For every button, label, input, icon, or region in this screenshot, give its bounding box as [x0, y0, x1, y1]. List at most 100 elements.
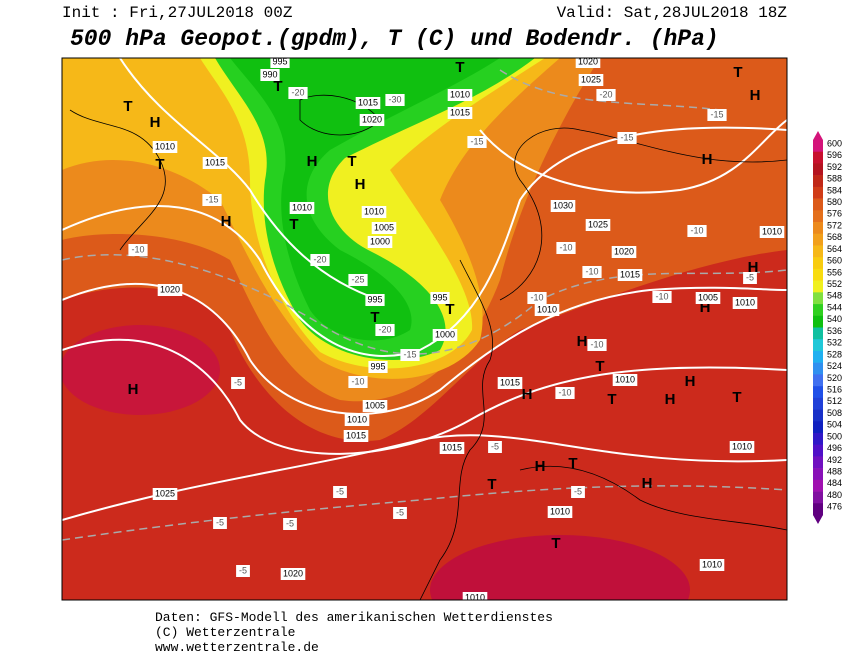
pressure-label: 1010 — [702, 559, 722, 569]
label-box — [587, 339, 607, 351]
isotherms — [62, 69, 787, 541]
temperature-label: -5 — [336, 486, 344, 496]
pressure-center: H — [150, 114, 161, 131]
pressure-label: 1020 — [362, 114, 382, 124]
temperature-label: -10 — [690, 225, 703, 235]
label-box — [488, 441, 502, 453]
pressure-center: H — [748, 259, 759, 276]
label-box — [497, 377, 523, 389]
colorbar-label: 540 — [827, 314, 842, 324]
label-box — [585, 219, 611, 231]
colorbar-label: 512 — [827, 396, 842, 406]
label-box — [729, 441, 755, 453]
temperature-label: -15 — [205, 194, 218, 204]
label-box — [289, 202, 315, 214]
pressure-center: H — [577, 333, 588, 350]
temperature-label: -5 — [396, 507, 404, 517]
label-box — [652, 291, 672, 303]
colorbar-swatch — [813, 233, 823, 246]
temperature-label: -20 — [599, 89, 612, 99]
temperature-label: -15 — [470, 136, 483, 146]
label-box — [310, 254, 330, 266]
colorbar-label: 516 — [827, 384, 842, 394]
map-frame — [61, 57, 788, 601]
pressure-label: 1020 — [614, 246, 634, 256]
label-box — [344, 414, 370, 426]
pressure-label: 1015 — [500, 377, 520, 387]
colorbar-swatch — [813, 479, 823, 492]
label-box — [157, 284, 183, 296]
pressure-center: H — [522, 386, 533, 403]
colorbar-label: 520 — [827, 373, 842, 383]
temperature-label: -30 — [388, 94, 401, 104]
label-box — [611, 246, 637, 258]
colorbar-swatch — [813, 210, 823, 223]
pressure-center: T — [445, 301, 454, 318]
colorbar-swatch — [813, 339, 823, 352]
pressure-label: 1025 — [581, 74, 601, 84]
label-box — [367, 236, 393, 248]
colorbar-swatch — [813, 409, 823, 422]
colorbar-label: 572 — [827, 220, 842, 230]
label-box — [213, 517, 227, 529]
colorbar-swatch — [813, 432, 823, 445]
colorbar-label: 564 — [827, 244, 842, 254]
colorbar-cap — [813, 131, 823, 140]
pressure-center: T — [733, 64, 742, 81]
pressure-center: H — [642, 475, 653, 492]
footer-line: www.wetterzentrale.de — [155, 640, 319, 655]
temperature-label: -20 — [291, 87, 304, 97]
temperature-label: -5 — [574, 486, 582, 496]
isohypses — [62, 58, 787, 521]
label-box — [467, 136, 487, 148]
pressure-label: 1010 — [537, 304, 557, 314]
temperature-label: -15 — [403, 349, 416, 359]
pressure-label: 1020 — [283, 568, 303, 578]
label-box — [687, 225, 707, 237]
label-box — [343, 430, 369, 442]
colorbar-label: 580 — [827, 197, 842, 207]
colorbar-label: 500 — [827, 431, 842, 441]
label-box — [578, 74, 604, 86]
label-box — [547, 506, 573, 518]
colorbar-label: 584 — [827, 185, 842, 195]
colorbar-swatch — [813, 397, 823, 410]
pressure-center: H — [221, 213, 232, 230]
colorbar-swatch — [813, 245, 823, 258]
pressure-label: 995 — [432, 292, 447, 302]
colorbar-swatch — [813, 350, 823, 363]
field-warm-core — [62, 325, 220, 415]
pressure-center: T — [123, 98, 132, 115]
colorbar-swatch — [813, 421, 823, 434]
colorbar-swatch — [813, 491, 823, 504]
colorbar-swatch — [813, 257, 823, 270]
pressure-label: 1015 — [358, 97, 378, 107]
label-box — [152, 141, 178, 153]
init-time: Init : Fri,27JUL2018 00Z — [62, 4, 293, 22]
pressure-label: 1010 — [347, 414, 367, 424]
pressure-center: H — [700, 299, 711, 316]
pressure-label: 1000 — [370, 236, 390, 246]
temperature-label: -10 — [530, 292, 543, 302]
pressure-label: 1030 — [553, 200, 573, 210]
colorbar-swatch — [813, 186, 823, 199]
colorbar-label: 508 — [827, 408, 842, 418]
colorbar-label: 504 — [827, 420, 842, 430]
label-box — [348, 274, 368, 286]
pressure-center: H — [685, 373, 696, 390]
temperature-label: -10 — [558, 387, 571, 397]
pressure-center: T — [607, 391, 616, 408]
label-box — [743, 272, 757, 284]
pressure-label: 1015 — [442, 442, 462, 452]
label-box — [348, 376, 368, 388]
pressure-center: T — [155, 156, 164, 173]
map-title: 500 hPa Geopot.(gpdm), T (C) und Bodendr… — [70, 26, 719, 52]
colorbar-label: 536 — [827, 326, 842, 336]
pressure-center: H — [307, 153, 318, 170]
pressure-label: 1015 — [620, 269, 640, 279]
label-box — [550, 200, 576, 212]
pressure-center: H — [702, 151, 713, 168]
label-box — [759, 226, 785, 238]
colorbar-swatch — [813, 222, 823, 235]
